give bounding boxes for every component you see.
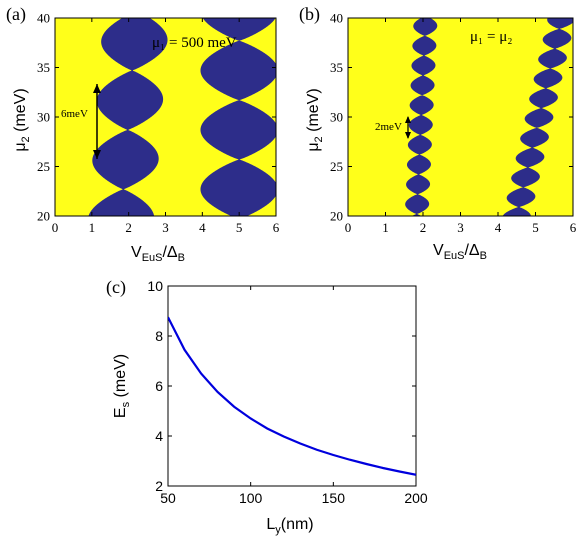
panel-b-arrow-head-up xyxy=(405,116,411,123)
x-tick-label: 200 xyxy=(404,490,428,506)
x-tick-label: 6 xyxy=(570,220,577,235)
panel-a-lobe-band-2 xyxy=(200,18,276,216)
panel-a-lobes xyxy=(88,18,276,216)
y-tick-label: 20 xyxy=(37,209,50,224)
panel-a: 0 1 2 3 4 5 6 20 25 30 35 40 μ₁ = 500 meV 6meV VEuS… xyxy=(12,11,280,264)
y-tick-label: 25 xyxy=(330,159,343,174)
x-tick-label: 100 xyxy=(239,490,263,506)
x-tick-label: 5 xyxy=(532,220,539,235)
panel-a-lobe-band-1 xyxy=(88,18,168,216)
panel-b-ticks: 0 1 2 3 4 5 6 20 25 30 35 40 xyxy=(330,11,577,235)
panel-b-arrow-label: 2meV xyxy=(375,121,402,133)
x-tick-label: 4 xyxy=(495,220,502,235)
panel-b-arrow-head-down xyxy=(405,132,411,139)
panel-b-ylabel: μ2 (meV) xyxy=(305,88,325,151)
panel-c-ylabel: Es (meV) xyxy=(112,354,132,418)
panel-a-annotation: μ₁ = 500 meV xyxy=(152,35,237,51)
y-tick-label: 6 xyxy=(155,378,163,394)
panel-b-lobes xyxy=(405,18,573,216)
x-tick-label: 150 xyxy=(322,490,346,506)
panel-a-ylabel: μ2 (meV) xyxy=(12,88,32,151)
y-tick-label: 30 xyxy=(330,110,343,125)
y-tick-label: 8 xyxy=(155,328,163,344)
panel-b-annotation: μ₁ = μ₂ xyxy=(470,29,513,45)
y-tick-label: 4 xyxy=(155,428,163,444)
panel-b-xlabel: VEuS/ΔB xyxy=(433,242,487,262)
x-tick-label: 1 xyxy=(89,220,96,235)
panel-a-arrow-head-down xyxy=(93,150,101,159)
panel-c-label: (c) xyxy=(106,277,126,298)
x-tick-label: 0 xyxy=(345,220,352,235)
x-tick-label: 6 xyxy=(273,220,280,235)
panel-a-arrow-label: 6meV xyxy=(61,108,88,120)
panel-a-ticks: 0 1 2 3 4 5 6 20 25 30 35 40 xyxy=(37,11,280,235)
y-tick-label: 40 xyxy=(330,11,343,26)
panel-c: 50 100 150 200 2 4 6 8 10 Ly(nm) Es (meV) xyxy=(112,278,428,536)
x-tick-label: 1 xyxy=(382,220,389,235)
x-tick-label: 3 xyxy=(162,220,169,235)
x-tick-label: 4 xyxy=(199,220,206,235)
y-tick-label: 30 xyxy=(37,110,50,125)
x-tick-label: 3 xyxy=(457,220,464,235)
y-tick-label: 10 xyxy=(147,278,163,294)
panel-a-xlabel: VEuS/ΔB xyxy=(131,244,185,264)
x-tick-label: 2 xyxy=(420,220,427,235)
x-tick-label: 2 xyxy=(125,220,132,235)
panel-c-ticks: 50 100 150 200 2 4 6 8 10 xyxy=(147,278,427,506)
panel-b-lobe-band-1 xyxy=(405,18,438,216)
y-tick-label: 2 xyxy=(155,478,163,494)
panel-c-frame xyxy=(167,285,417,487)
x-tick-label: 50 xyxy=(160,490,176,506)
panel-c-xlabel: Ly(nm) xyxy=(266,516,313,536)
y-tick-label: 35 xyxy=(37,60,50,75)
panel-b: 0 1 2 3 4 5 6 20 25 30 35 40 μ₁ = μ₂ 2meV VEuS/ΔB μ… xyxy=(305,11,577,262)
y-tick-label: 35 xyxy=(330,60,343,75)
panel-b-lobe-band-2 xyxy=(502,18,573,216)
y-tick-label: 40 xyxy=(37,11,50,26)
panel-a-label: (a) xyxy=(6,4,26,25)
panel-c-series-line xyxy=(168,316,416,476)
y-tick-label: 25 xyxy=(37,159,50,174)
x-tick-label: 5 xyxy=(236,220,243,235)
y-tick-label: 20 xyxy=(330,209,343,224)
panel-a-arrow-head-up xyxy=(93,84,101,93)
panel-b-label: (b) xyxy=(299,4,320,25)
x-tick-label: 0 xyxy=(52,220,59,235)
